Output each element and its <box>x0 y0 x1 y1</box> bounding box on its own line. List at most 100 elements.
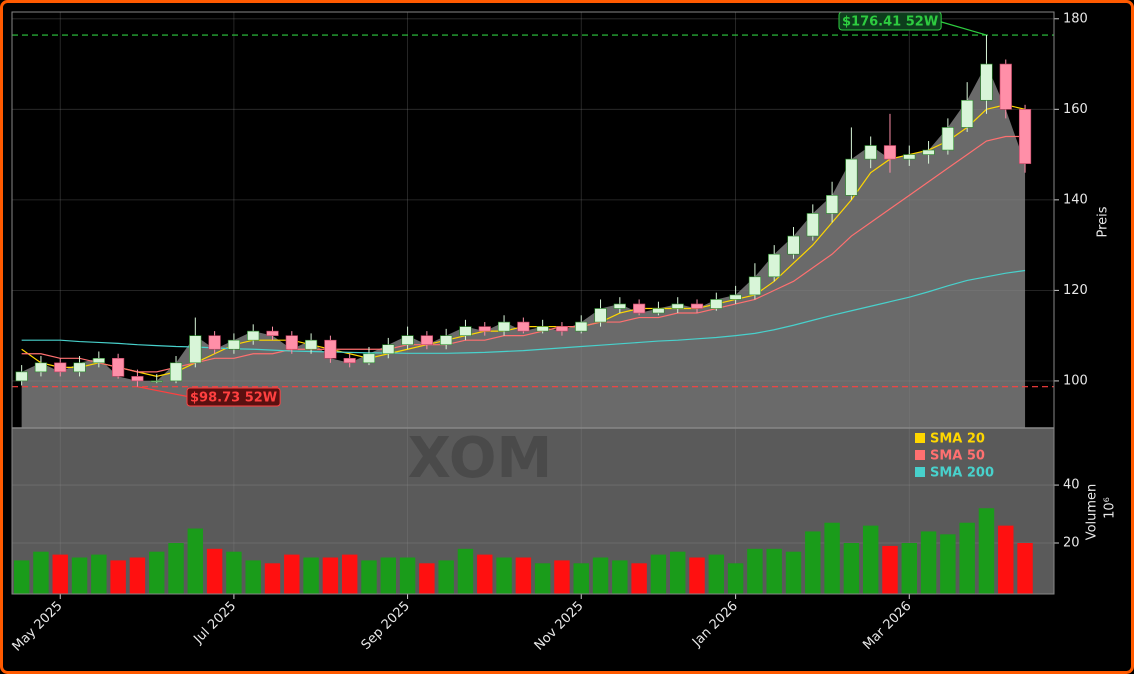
legend-swatch <box>915 450 925 460</box>
volume-bar <box>785 551 802 594</box>
volume-bar <box>978 508 995 594</box>
candle-body <box>266 330 279 336</box>
sma-line <box>21 269 1026 354</box>
candle-body <box>555 326 569 332</box>
candle-body <box>806 213 819 237</box>
candle-body <box>1018 109 1032 164</box>
candle-body <box>845 158 858 196</box>
y-tick-label: 180 <box>1063 11 1088 26</box>
y-tick-label: 160 <box>1063 102 1088 117</box>
volume-bar <box>612 560 628 594</box>
volume-bar <box>52 554 68 594</box>
legend-label: SMA 200 <box>930 466 994 481</box>
candle-body <box>112 357 125 377</box>
candle-body <box>285 335 298 350</box>
annotation-arrow <box>137 386 191 398</box>
candle-body <box>613 303 626 309</box>
volume-bar <box>708 554 725 594</box>
volume-bar <box>862 525 879 594</box>
volume-panel <box>12 428 1054 594</box>
volume-bar <box>592 557 609 594</box>
volume-bar <box>264 563 281 594</box>
candle-body <box>729 294 742 300</box>
candle-body <box>748 276 761 296</box>
volume-bar <box>399 557 416 594</box>
annotation-box <box>186 387 281 407</box>
volume-bar <box>380 557 396 594</box>
annotation-label: $176.41 52W <box>842 15 938 30</box>
volume-bar <box>149 551 165 594</box>
volume-bar <box>824 522 840 594</box>
candle-body <box>999 63 1012 110</box>
volume-bar <box>901 543 917 594</box>
volume-bar <box>341 554 358 594</box>
volume-bar <box>959 522 975 594</box>
volume-bar <box>457 548 474 594</box>
candle-body <box>324 339 337 359</box>
volume-bar <box>438 560 454 594</box>
volume-bar <box>496 557 512 594</box>
candle-body <box>768 253 781 278</box>
y-axis-label: Preis <box>1096 206 1111 237</box>
candle-body <box>459 326 472 336</box>
y-tick-label: 140 <box>1063 192 1088 207</box>
volume-bar <box>110 560 126 594</box>
volume-bar <box>998 525 1014 594</box>
candle-body <box>150 380 163 383</box>
candle-body <box>517 321 530 332</box>
candle-body <box>227 339 240 350</box>
candle-body <box>826 195 839 214</box>
candle-body <box>343 357 356 364</box>
annotation-label: $98.73 52W <box>190 391 277 406</box>
volume-bar <box>245 560 261 594</box>
y-tick-label: 20 <box>1063 536 1080 551</box>
candle-body <box>690 303 704 309</box>
candle-body <box>864 145 877 160</box>
candle-body <box>980 63 993 101</box>
volume-bar <box>129 557 146 594</box>
candle-body <box>652 308 665 314</box>
volume-bar <box>477 554 493 594</box>
y-axis-label: Volumen <box>1085 484 1100 541</box>
candle-body <box>497 321 511 332</box>
candle-body <box>15 371 28 382</box>
candle-body <box>922 149 935 155</box>
candle-body <box>189 335 202 364</box>
candle-body <box>420 335 433 346</box>
volume-bar <box>361 560 377 594</box>
candle-body <box>208 335 221 350</box>
volume-bar <box>71 557 88 594</box>
candle-body <box>941 127 954 151</box>
candle-body <box>362 353 376 364</box>
legend-swatch <box>915 433 925 443</box>
candle-body <box>594 308 607 323</box>
volume-bar <box>727 563 744 594</box>
volume-bar <box>689 557 705 594</box>
volume-bar <box>920 531 937 594</box>
candle-body <box>382 344 395 355</box>
watermark: XOM <box>408 426 553 491</box>
volume-bar <box>650 554 667 594</box>
legend-label: SMA 50 <box>930 449 985 464</box>
volume-bar <box>168 543 184 594</box>
candle-body <box>401 335 414 346</box>
volume-bar <box>747 548 763 594</box>
candle-body <box>575 321 588 332</box>
y-axis-scale: 10⁶ <box>1103 497 1118 519</box>
candle-body <box>34 362 48 373</box>
candle-body <box>710 299 723 309</box>
volume-bar <box>940 534 956 594</box>
volume-bar <box>631 563 647 594</box>
candle-body <box>633 303 646 314</box>
volume-bar <box>882 545 898 594</box>
volume-bar <box>419 563 435 594</box>
volume-bar <box>13 560 30 594</box>
legend-label: SMA 20 <box>930 432 985 447</box>
volume-bar <box>91 554 107 594</box>
volume-bar <box>805 531 821 594</box>
volume-bar <box>515 557 532 594</box>
annotation-arrow <box>937 20 987 36</box>
volume-bar <box>534 563 551 594</box>
candle-body <box>961 99 974 128</box>
